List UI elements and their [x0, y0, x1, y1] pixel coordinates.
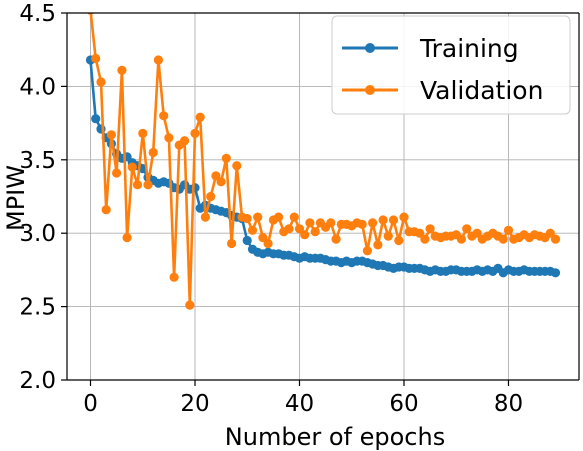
data-point-validation-4 [106, 130, 116, 140]
legend-label-validation: Validation [420, 76, 543, 105]
x-tick-label-4: 80 [494, 391, 523, 417]
data-point-validation-89 [550, 234, 561, 244]
data-point-validation-56 [378, 215, 388, 225]
data-point-validation-27 [227, 238, 237, 249]
data-point-validation-20 [190, 128, 200, 138]
data-point-validation-79 [498, 234, 508, 244]
data-point-validation-30 [242, 213, 252, 224]
data-point-validation-57 [383, 231, 393, 241]
y-axis-title: MPIW [2, 165, 30, 231]
data-point-validation-2 [96, 77, 106, 87]
data-point-validation-12 [148, 147, 158, 158]
data-point-validation-34 [263, 238, 273, 249]
data-point-validation-15 [164, 133, 174, 143]
y-tick-label-2: 3.0 [19, 221, 56, 247]
x-tick-label-1: 20 [180, 391, 209, 417]
y-tick-label-5: 4.5 [19, 1, 56, 27]
series-training [85, 55, 561, 278]
data-point-validation-88 [545, 228, 555, 238]
data-point-validation-22 [200, 212, 210, 222]
legend-label-training: Training [419, 34, 519, 63]
data-point-validation-28 [232, 161, 242, 171]
y-tick-label-0: 2.0 [19, 368, 56, 394]
data-point-training-30 [242, 235, 252, 246]
data-point-validation-10 [138, 128, 148, 138]
axes [61, 12, 580, 386]
legend-marker-training [365, 43, 375, 53]
data-point-validation-24 [211, 171, 221, 181]
data-point-validation-59 [394, 235, 404, 246]
data-point-validation-9 [132, 180, 143, 190]
data-point-validation-47 [331, 234, 341, 244]
data-point-validation-19 [185, 300, 195, 310]
data-point-validation-36 [274, 212, 284, 222]
data-point-validation-39 [289, 212, 299, 222]
x-tick-label-0: 0 [83, 391, 98, 417]
data-point-training-1 [91, 114, 101, 124]
data-point-validation-60 [399, 212, 409, 222]
data-point-validation-26 [221, 153, 231, 163]
data-point-validation-11 [143, 180, 153, 190]
data-point-validation-6 [117, 65, 127, 75]
data-point-validation-32 [253, 212, 263, 222]
data-point-validation-72 [462, 224, 472, 234]
data-point-validation-71 [456, 234, 466, 244]
data-point-validation-25 [216, 177, 226, 187]
data-point-validation-5 [112, 168, 122, 178]
tick-labels: 0 20 40 60 80 2.0 2.5 3.0 3.5 4.0 4.5 [19, 1, 523, 417]
data-point-validation-42 [305, 218, 315, 228]
x-tick-label-2: 40 [285, 391, 314, 417]
x-tick-label-3: 60 [389, 391, 418, 417]
data-point-validation-64 [420, 234, 430, 244]
data-point-validation-43 [310, 227, 320, 237]
y-tick-label-3: 3.5 [19, 148, 56, 174]
data-point-validation-31 [247, 225, 258, 235]
y-tick-label-1: 2.5 [19, 295, 56, 321]
series-layer [85, 13, 561, 310]
data-point-validation-14 [159, 111, 169, 121]
data-point-validation-53 [362, 246, 372, 256]
data-point-validation-16 [169, 272, 179, 282]
data-point-validation-21 [195, 112, 205, 122]
data-point-validation-63 [415, 228, 425, 238]
legend: Training Validation [331, 15, 571, 115]
data-point-validation-38 [284, 224, 294, 234]
x-axis-title: Number of epochs [225, 423, 445, 451]
data-point-validation-18 [180, 136, 190, 146]
data-point-validation-58 [388, 215, 399, 225]
data-point-validation-33 [258, 233, 268, 243]
data-point-validation-40 [294, 224, 305, 234]
data-point-validation-74 [472, 228, 482, 238]
data-point-validation-80 [503, 225, 514, 235]
y-tick-label-4: 4.0 [19, 74, 56, 100]
data-point-validation-23 [206, 191, 216, 202]
data-point-validation-3 [101, 205, 111, 215]
data-point-validation-41 [300, 230, 310, 240]
data-point-validation-55 [373, 240, 383, 250]
legend-marker-validation [365, 85, 375, 95]
series-validation [86, 13, 561, 310]
data-point-validation-52 [357, 219, 367, 229]
data-point-validation-13 [153, 55, 163, 65]
data-point-validation-8 [127, 162, 137, 172]
data-point-validation-54 [368, 218, 378, 228]
data-point-validation-65 [425, 224, 435, 234]
data-point-training-20 [190, 183, 200, 193]
data-point-validation-7 [122, 233, 132, 243]
data-point-validation-1 [91, 53, 101, 64]
data-point-validation-46 [326, 218, 336, 228]
data-point-training-89 [550, 268, 561, 278]
